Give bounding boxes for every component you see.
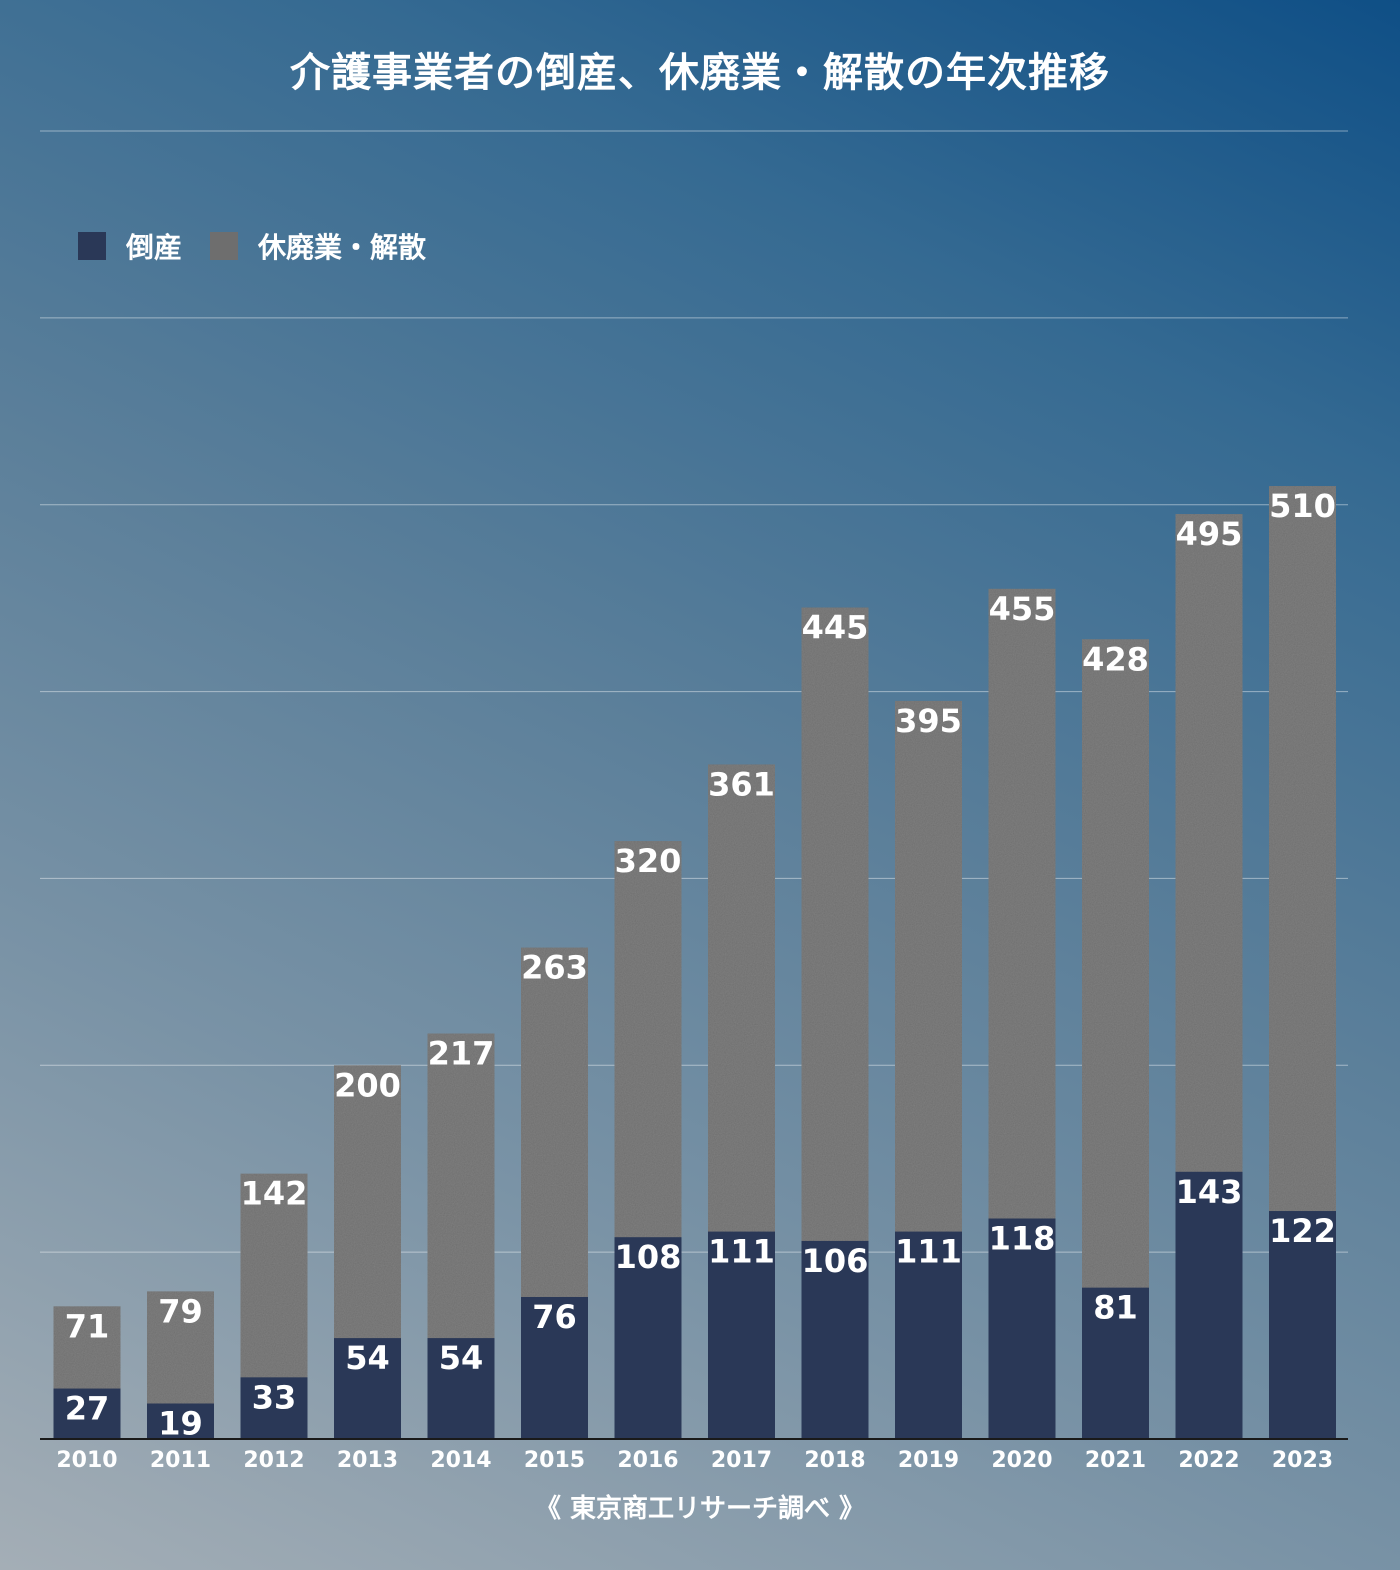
value-label-closure-2010: 71 xyxy=(65,1307,110,1345)
x-tick-label-2017: 2017 xyxy=(711,1448,772,1473)
value-label-closure-2015: 263 xyxy=(521,949,588,987)
value-label-closure-2014: 217 xyxy=(428,1035,495,1073)
x-tick-label-2015: 2015 xyxy=(524,1448,585,1473)
x-tick-label-2011: 2011 xyxy=(150,1448,211,1473)
value-label-closure-2012: 142 xyxy=(241,1175,308,1213)
value-label-bankruptcy-2018: 106 xyxy=(802,1242,869,1280)
value-label-bankruptcy-2022: 143 xyxy=(1176,1173,1243,1211)
legend-item-bankruptcy: 倒産 xyxy=(78,226,182,266)
bar-bankruptcy-2012 xyxy=(240,1377,308,1439)
bar-bankruptcy-2013 xyxy=(334,1338,401,1439)
bar-bankruptcy-2022 xyxy=(1175,1171,1243,1439)
x-tick-label-2016: 2016 xyxy=(617,1448,678,1473)
value-label-closure-2021: 428 xyxy=(1082,640,1149,678)
x-tick-label-2020: 2020 xyxy=(991,1448,1052,1473)
value-label-bankruptcy-2014: 54 xyxy=(439,1339,484,1377)
bar-bankruptcy-2021 xyxy=(1082,1287,1149,1439)
x-tick-label-2013: 2013 xyxy=(337,1448,398,1473)
legend-label-closure: 休廃業・解散 xyxy=(258,231,427,264)
bar-bankruptcy-2020 xyxy=(988,1218,1056,1439)
value-label-bankruptcy-2020: 118 xyxy=(989,1220,1056,1258)
value-label-bankruptcy-2015: 76 xyxy=(532,1298,577,1336)
value-label-bankruptcy-2016: 108 xyxy=(615,1238,682,1276)
bar-bankruptcy-2016 xyxy=(614,1237,682,1439)
legend: 倒産 休廃業・解散 xyxy=(78,226,454,266)
bar-bankruptcy-2019 xyxy=(895,1231,962,1439)
value-label-bankruptcy-2019: 111 xyxy=(895,1233,962,1271)
value-label-closure-2016: 320 xyxy=(615,842,682,880)
value-label-closure-2023: 510 xyxy=(1269,487,1336,525)
value-label-closure-2017: 361 xyxy=(708,765,775,803)
x-tick-label-2022: 2022 xyxy=(1178,1448,1239,1473)
source-note: 《 東京商工リサーチ調べ 》 xyxy=(534,1494,866,1524)
bar-bankruptcy-2023 xyxy=(1269,1211,1336,1439)
bar-bankruptcy-2011 xyxy=(147,1403,214,1439)
x-tick-label-2018: 2018 xyxy=(804,1448,865,1473)
value-label-bankruptcy-2011: 19 xyxy=(158,1404,203,1442)
bar-bankruptcy-2015 xyxy=(521,1296,588,1439)
value-label-closure-2020: 455 xyxy=(989,590,1056,628)
value-label-closure-2019: 395 xyxy=(895,702,962,740)
bar-bankruptcy-2017 xyxy=(708,1231,775,1439)
bar-bankruptcy-2018 xyxy=(801,1240,869,1439)
legend-item-closure: 休廃業・解散 xyxy=(210,226,426,266)
bar-bankruptcy-2014 xyxy=(427,1338,495,1439)
value-label-bankruptcy-2012: 33 xyxy=(252,1378,297,1416)
x-tick-label-2019: 2019 xyxy=(898,1448,959,1473)
x-tick-label-2014: 2014 xyxy=(430,1448,491,1473)
value-label-bankruptcy-2021: 81 xyxy=(1093,1289,1138,1327)
x-tick-label-2010: 2010 xyxy=(56,1448,117,1473)
value-label-bankruptcy-2010: 27 xyxy=(65,1390,110,1428)
value-label-bankruptcy-2023: 122 xyxy=(1269,1212,1336,1250)
legend-swatch-bankruptcy xyxy=(78,232,106,260)
legend-label-bankruptcy: 倒産 xyxy=(126,231,183,264)
value-label-closure-2011: 79 xyxy=(158,1292,203,1330)
bar-bankruptcy-2010 xyxy=(53,1388,121,1439)
x-tick-label-2021: 2021 xyxy=(1085,1448,1146,1473)
value-label-closure-2013: 200 xyxy=(334,1066,401,1104)
value-label-bankruptcy-2017: 111 xyxy=(708,1233,775,1271)
value-label-closure-2018: 445 xyxy=(802,608,869,646)
x-tick-label-2023: 2023 xyxy=(1272,1448,1333,1473)
value-label-bankruptcy-2013: 54 xyxy=(345,1339,390,1377)
value-label-closure-2022: 495 xyxy=(1176,515,1243,553)
x-tick-label-2012: 2012 xyxy=(243,1448,304,1473)
legend-swatch-closure xyxy=(210,232,239,260)
chart-title: 介護事業者の倒産、休廃業・解散の年次推移 xyxy=(290,50,1110,96)
